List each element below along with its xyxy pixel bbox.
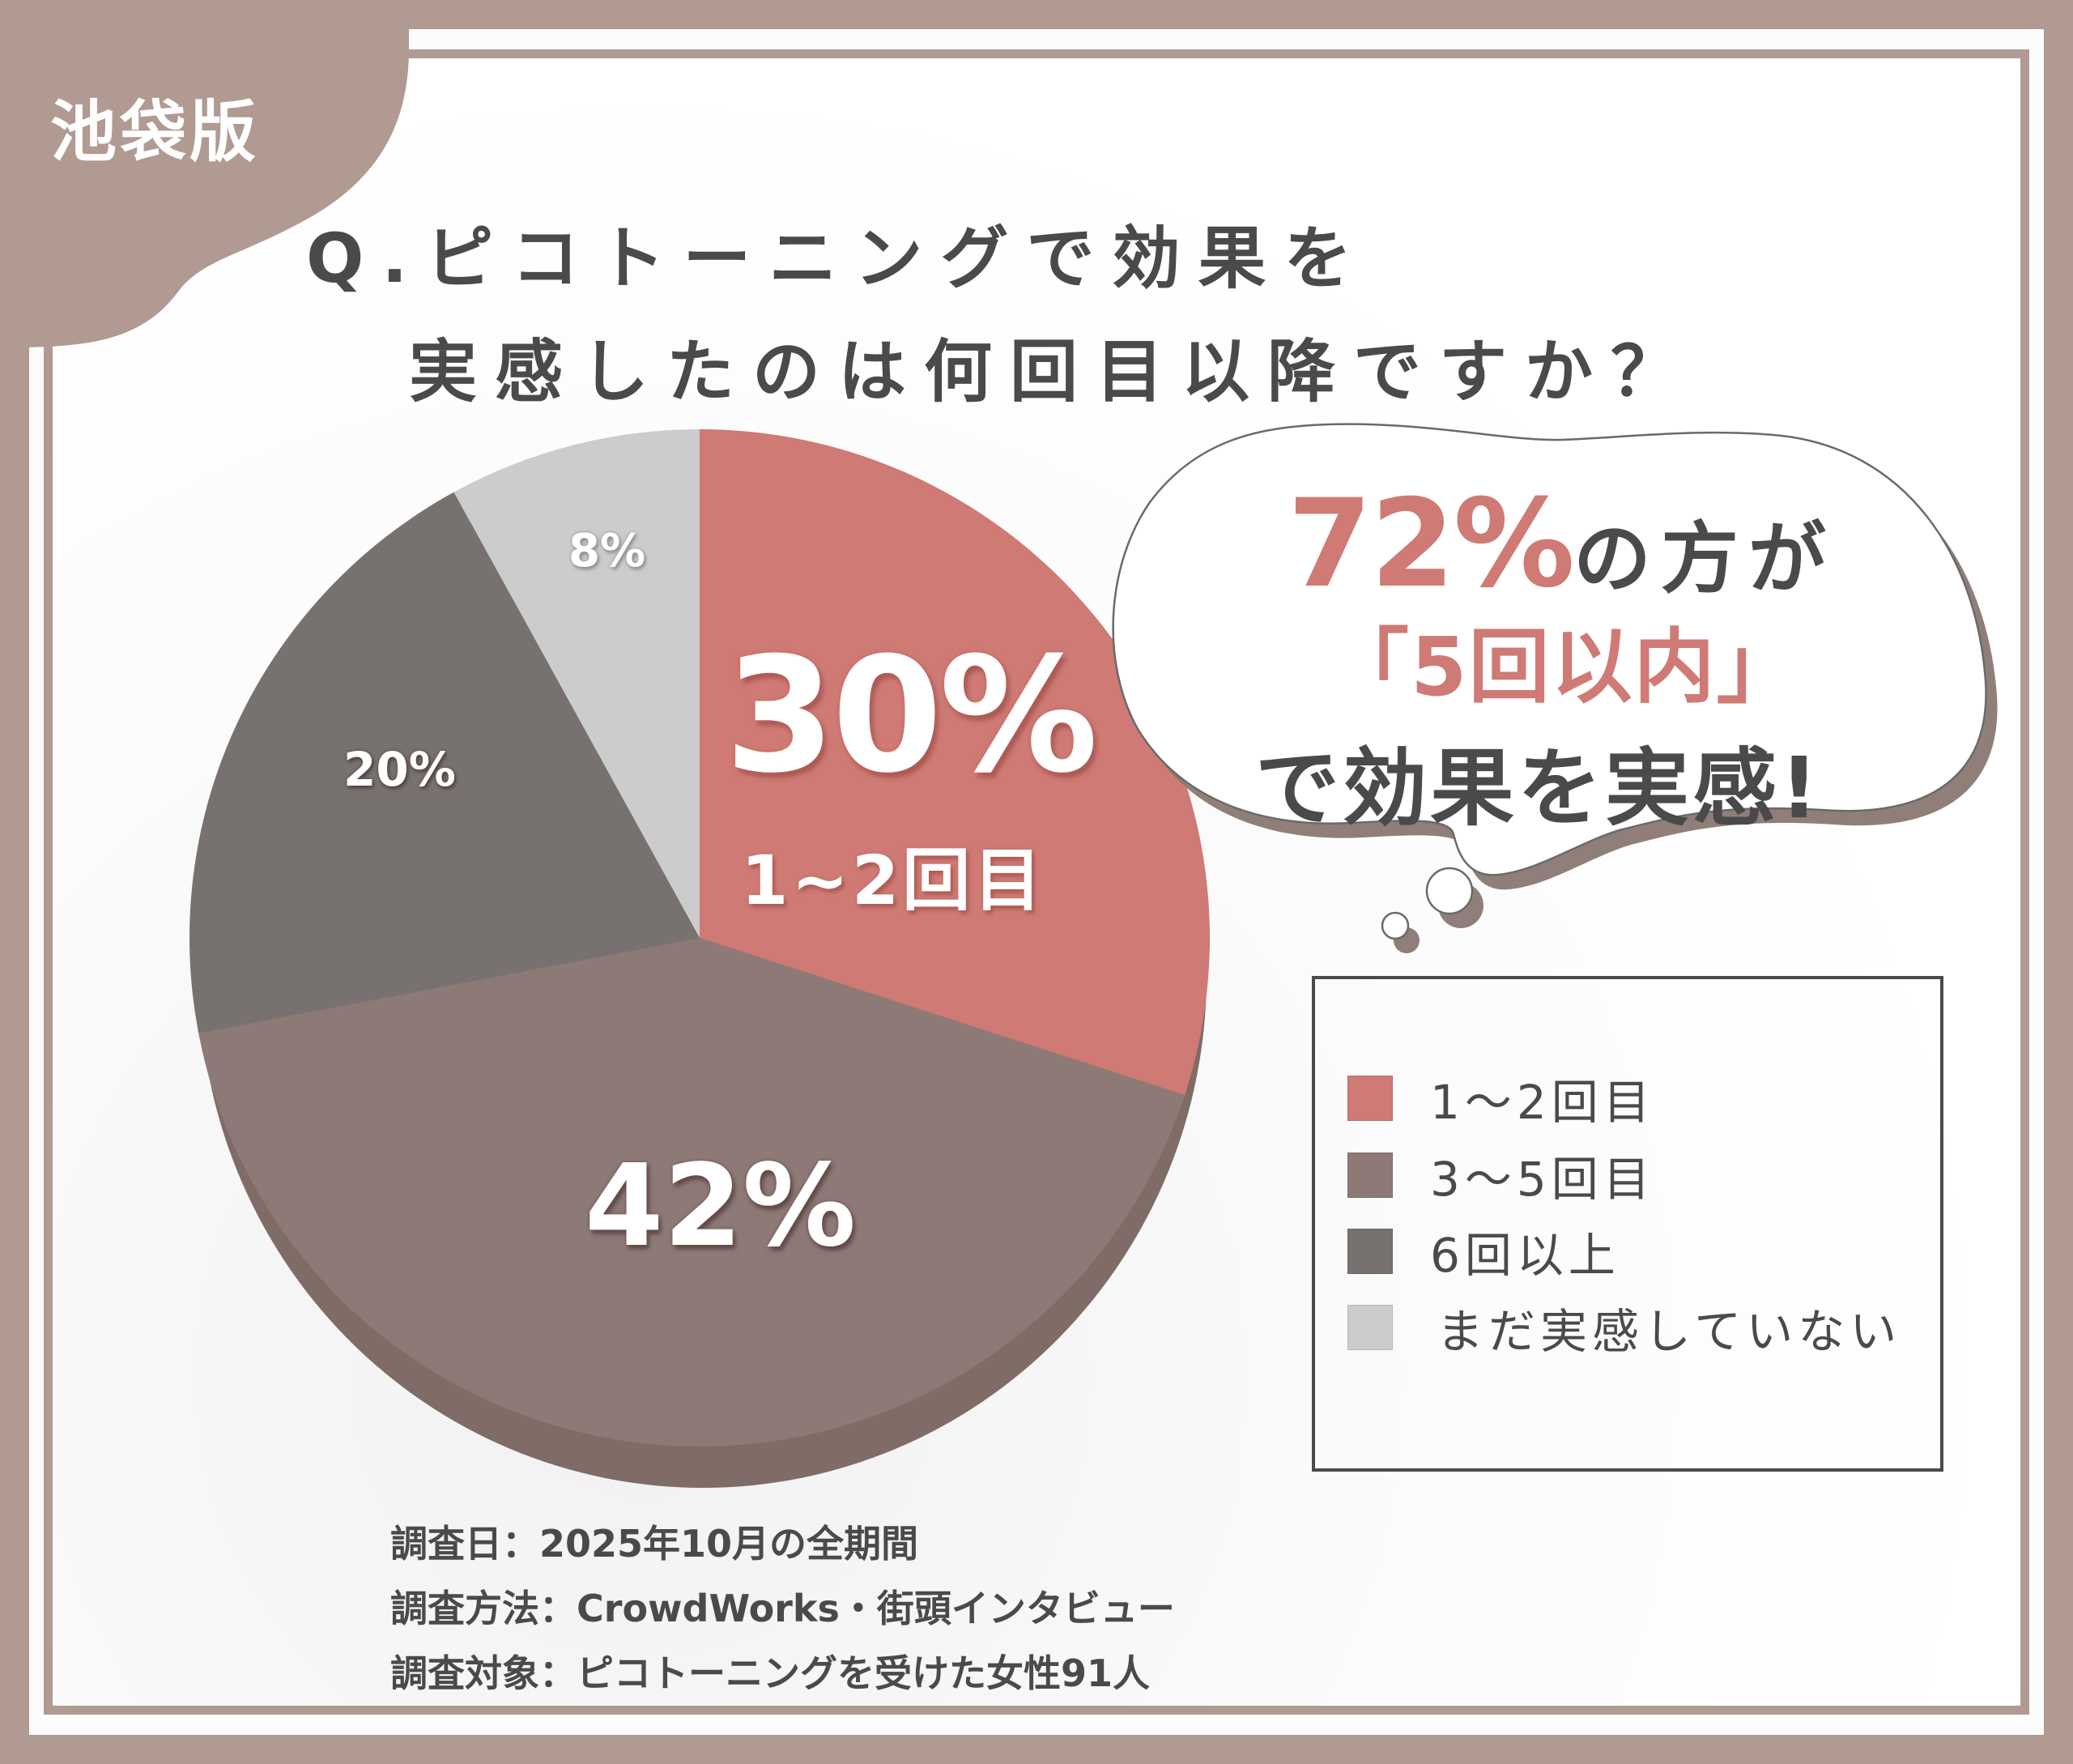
- question-title-line1: Q.ピコトーニングで効果を: [306, 219, 1370, 298]
- chart-legend: 1～2回目 3～5回目 6回以上 まだ実感していない: [1312, 976, 1943, 1472]
- bubble-line2: 「5回以内」: [1328, 620, 1799, 714]
- legend-label: 1～2回目: [1430, 1075, 1655, 1130]
- pie-slice: [453, 429, 700, 938]
- legend-item-3-5: 3～5回目: [1347, 1151, 1655, 1207]
- survey-target: 調査対象：ピコトーニングを受けた女性91人: [390, 1651, 1151, 1695]
- survey-method: 調査方法：CrowdWorks・街頭インタビュー: [390, 1587, 1175, 1630]
- slice-sublabel-1-2: 1~2回目: [741, 841, 1045, 920]
- bubble-accent-percent: 72%: [1288, 474, 1575, 615]
- legend-item-not-yet: まだ実感していない: [1347, 1303, 1901, 1359]
- slice-label-not-yet: 8%: [568, 525, 646, 577]
- bubble-line1-rest: の方が: [1573, 513, 1837, 604]
- slice-label-1-2: 30%: [725, 624, 1098, 808]
- thought-dot-large: [1425, 867, 1474, 915]
- legend-swatch: [1347, 1153, 1393, 1198]
- legend-label: 6回以上: [1430, 1228, 1620, 1283]
- legend-swatch: [1347, 1076, 1393, 1121]
- legend-item-1-2: 1～2回目: [1347, 1074, 1655, 1130]
- pie-slice: [189, 492, 700, 1033]
- pie-slices: [189, 429, 1211, 1447]
- pie-slice: [700, 429, 1211, 1096]
- legend-label: まだ実感していない: [1437, 1304, 1902, 1359]
- legend-swatch: [1347, 1305, 1393, 1350]
- slice-label-6plus: 20%: [343, 742, 456, 797]
- question-title-line2: 実感したのは何回目以降ですか？: [409, 332, 1697, 411]
- bubble-line3: で効果を実感!: [1255, 739, 1822, 837]
- legend-label: 3～5回目: [1430, 1152, 1655, 1207]
- legend-swatch: [1347, 1229, 1393, 1274]
- location-badge: 池袋版: [50, 94, 260, 171]
- thought-dot-small: [1381, 911, 1410, 940]
- legend-item-6plus: 6回以上: [1347, 1227, 1620, 1283]
- bubble-line1: 72%の方が: [1288, 474, 1836, 615]
- slice-label-3-5: 42%: [585, 1140, 857, 1272]
- pie-slice: [198, 938, 1185, 1447]
- survey-date: 調査日：2025年10月の全期間: [390, 1522, 919, 1566]
- corner-badge-shape: [0, 0, 409, 348]
